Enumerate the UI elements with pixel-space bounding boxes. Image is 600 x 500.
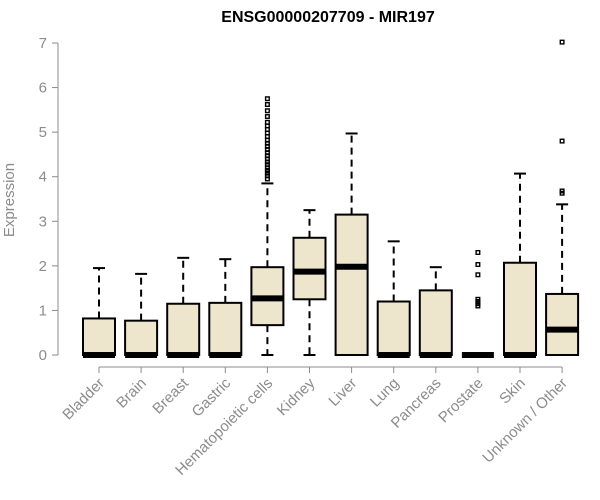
box-pancreas [418, 266, 453, 358]
outlier-point [559, 188, 565, 194]
outlier-point [264, 114, 270, 120]
box-iqr [545, 292, 580, 356]
x-tick-label: Liver [325, 375, 360, 410]
box-iqr [124, 319, 159, 356]
x-tick-label: Bladder [59, 375, 108, 424]
outlier-point [475, 296, 481, 302]
y-tick-label: 0 [39, 347, 47, 364]
box-iqr [418, 289, 453, 356]
outlier-point [264, 96, 270, 102]
outlier-point [264, 170, 270, 176]
box-iqr [166, 302, 201, 356]
box-liver [334, 132, 369, 356]
box-iqr [503, 261, 537, 357]
box-iqr [82, 317, 116, 356]
outlier-point [559, 138, 565, 144]
outlier-point [559, 39, 565, 45]
box-skin [503, 172, 537, 358]
box-hematopoietic-cells [250, 96, 285, 356]
outlier-point [475, 272, 481, 278]
box-breast [166, 256, 201, 358]
x-tick-label: Breast [149, 374, 192, 417]
box-kidney [292, 209, 327, 356]
x-tick-label: Skin [496, 375, 529, 408]
box-unknown-other [545, 39, 580, 356]
box-iqr [334, 213, 369, 356]
y-tick-label: 3 [39, 213, 47, 230]
x-tick-label: Brain [113, 375, 150, 412]
outlier-point [475, 249, 481, 255]
box-lung [376, 240, 411, 358]
box-bladder [82, 267, 116, 358]
box-iqr [376, 300, 411, 356]
outlier-point [264, 108, 270, 114]
y-tick-label: 1 [39, 302, 47, 319]
box-gastric [208, 258, 243, 358]
y-tick-label: 2 [39, 258, 47, 275]
box-prostate [461, 249, 494, 358]
y-axis: 0 1 2 3 4 5 6 7 [39, 35, 59, 364]
outlier-point [264, 102, 270, 108]
box-brain [124, 272, 159, 358]
x-tick-label: Prostate [435, 375, 487, 427]
outlier-point [264, 173, 270, 179]
box-iqr [208, 301, 243, 357]
outlier-point [264, 119, 270, 125]
y-tick-label: 6 [39, 80, 47, 97]
y-tick-label: 7 [39, 35, 47, 52]
outlier-point [264, 167, 270, 173]
y-axis-label: Expression [1, 163, 18, 237]
x-tick-label: Kidney [274, 374, 319, 419]
box-iqr [292, 236, 327, 301]
outlier-point [475, 262, 481, 268]
y-tick-label: 4 [39, 169, 47, 186]
boxes-group [82, 39, 580, 358]
outlier-point [264, 162, 270, 168]
x-tick-label: Lung [367, 375, 403, 411]
chart-title: ENSG00000207709 - MIR197 [221, 9, 435, 26]
y-tick-label: 5 [39, 124, 47, 141]
